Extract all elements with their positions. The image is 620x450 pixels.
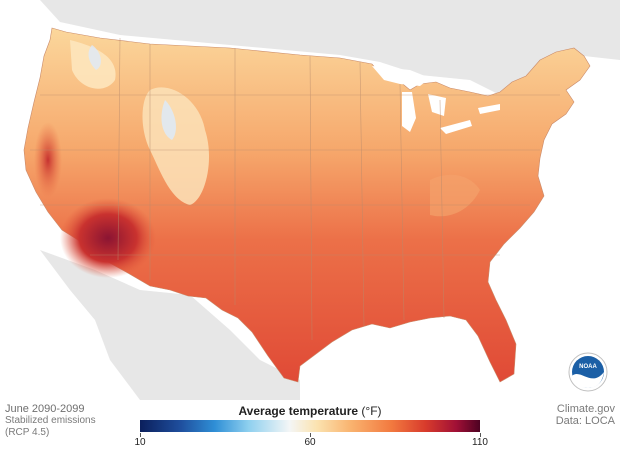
map-caption: June 2090-2099 Stabilized emissions (RCP… — [5, 403, 96, 439]
legend-unit: (°F) — [361, 404, 382, 418]
noaa-logo-icon: NOAA — [568, 352, 608, 392]
legend-tick — [140, 433, 141, 437]
southwest-hot-zone — [60, 198, 156, 278]
caption-scenario-code: (RCP 4.5) — [5, 427, 50, 438]
legend-title-text: Average temperature — [238, 404, 359, 418]
appalachian-zone — [430, 174, 480, 217]
lake-erie — [440, 120, 472, 134]
cascades-cool-zone — [88, 45, 101, 70]
lake-superior — [372, 66, 430, 86]
legend-tick — [480, 433, 481, 437]
mexico-landmass — [40, 250, 300, 400]
map-credit: Climate.gov Data: LOCA — [556, 403, 615, 427]
map-area: NOAA — [0, 0, 620, 400]
legend-tick-label: 60 — [304, 437, 316, 448]
legend-tick — [310, 433, 311, 437]
central-valley-hot-zone — [34, 122, 62, 198]
legend-tick-label: 10 — [134, 437, 146, 448]
lake-ontario — [478, 104, 500, 114]
lake-huron — [428, 94, 446, 116]
rocky-mountains-cool-zone — [142, 87, 210, 205]
noaa-logo-text: NOAA — [579, 364, 597, 370]
legend-title: Average temperature (°F) — [140, 404, 480, 418]
credit-site: Climate.gov — [556, 403, 615, 415]
us-temperature-map: NOAA — [0, 0, 620, 400]
mountain-snow-zone — [161, 100, 176, 140]
legend-color-bar — [140, 420, 480, 432]
caption-period: June 2090-2099 — [5, 403, 85, 415]
credit-source: Data: LOCA — [555, 415, 615, 427]
footer: June 2090-2099 Stabilized emissions (RCP… — [0, 400, 620, 450]
legend-tick-label: 110 — [472, 437, 488, 448]
caption-scenario: Stabilized emissions — [5, 415, 96, 426]
lake-michigan — [402, 92, 416, 132]
state-boundaries — [30, 37, 560, 341]
canada-landmass — [0, 0, 620, 95]
